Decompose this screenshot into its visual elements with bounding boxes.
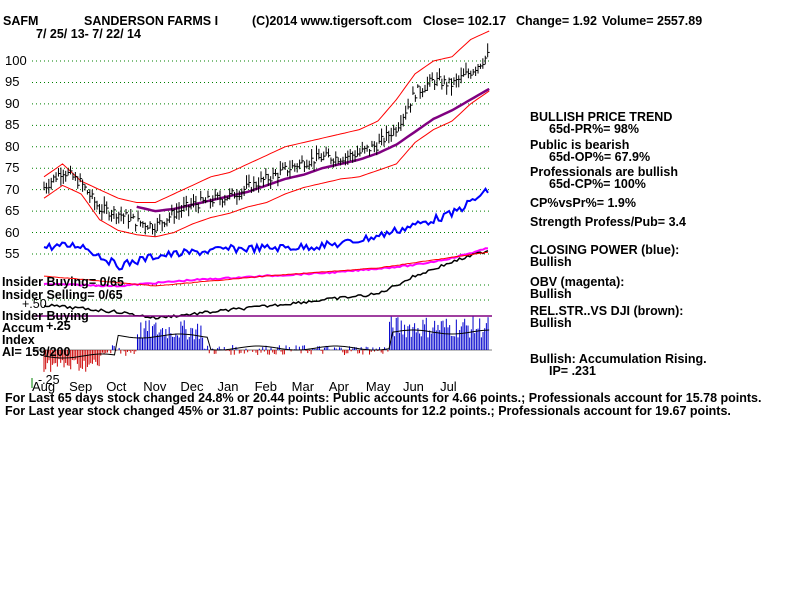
y-tick-label: 95 xyxy=(5,74,20,90)
footer-line-1: For Last 65 days stock changed 24.8% or … xyxy=(5,391,762,405)
company-name: SANDERSON FARMS I xyxy=(84,14,219,28)
y-tick-label: 100 xyxy=(5,53,27,68)
insider-buying-label: Insider Buying= 0/65 xyxy=(2,275,124,289)
price-bands xyxy=(43,30,490,238)
cp-value: 65d-CP%= 100% xyxy=(549,177,646,191)
accum-top-tick: +.25 xyxy=(46,319,71,333)
y-tick-label: 60 xyxy=(5,224,20,240)
y-tick-label: 65 xyxy=(5,203,20,219)
rel-str-line xyxy=(43,250,489,320)
op-value: 65d-OP%= 67.9% xyxy=(549,150,651,164)
strength-ratio: Strength Profess/Pub= 3.4 xyxy=(530,215,686,229)
x-tick-label: May xyxy=(365,379,391,394)
x-tick-label: Jul xyxy=(440,379,457,394)
copyright: (C)2014 www.tigersoft.com xyxy=(252,14,412,28)
x-tick-label: Jun xyxy=(402,379,424,394)
upper_band-line xyxy=(43,30,490,203)
footer-line-2: For Last year stock changed 45% or 31.87… xyxy=(5,404,731,418)
x-tick-label: Jan xyxy=(217,379,239,394)
x-tick-label: Aug xyxy=(32,379,56,394)
y-tick-label: 80 xyxy=(5,138,20,154)
pr-value: 65d-PR%= 98% xyxy=(549,122,639,136)
professionals-status: Professionals are bullish xyxy=(530,165,678,179)
y-tick-label: 90 xyxy=(5,95,20,111)
x-tick-label: Feb xyxy=(254,379,277,394)
date-range: 7/ 25/ 13- 7/ 22/ 14 xyxy=(36,27,141,41)
trend-heading: BULLISH PRICE TREND xyxy=(530,110,673,124)
close-value: Close= 102.17 xyxy=(423,14,507,28)
index-label: Index xyxy=(2,333,35,347)
relstr-label: REL.STR..VS DJI (brown): xyxy=(530,304,684,318)
ip-value: IP= .231 xyxy=(549,364,596,378)
x-tick-label: Oct xyxy=(106,379,127,394)
public-status: Public is bearish xyxy=(530,138,630,152)
y-tick-label: 70 xyxy=(5,181,20,197)
price-grid xyxy=(32,60,492,301)
lower_band-line xyxy=(43,90,490,238)
relstr-status: Bullish xyxy=(530,316,572,330)
x-tick-label: Nov xyxy=(143,379,167,394)
accum-ma-line xyxy=(43,329,490,359)
rel-str-ma xyxy=(43,251,489,287)
insider-buying-short: Insider Buying xyxy=(2,309,89,323)
accum-mid-tick: +.50 xyxy=(22,297,47,311)
x-tick-label: Apr xyxy=(328,379,349,394)
y-tick-label: 55 xyxy=(5,246,20,261)
insider-selling-label: Insider Selling= 0/65 xyxy=(2,288,123,302)
y-tick-label: 75 xyxy=(5,160,20,176)
accum-label: Accum xyxy=(2,321,44,335)
ticker: SAFM xyxy=(3,14,39,28)
y-tick-label: 85 xyxy=(5,117,20,133)
x-tick-label: Mar xyxy=(291,379,315,394)
ma_65-line xyxy=(136,87,490,213)
x-tick-label: Dec xyxy=(180,379,204,394)
change-value: Change= 1.92 xyxy=(516,14,597,28)
closing-power-line xyxy=(43,187,489,271)
ai-label: AI= 159/200 xyxy=(2,345,71,359)
price-bars xyxy=(43,43,490,237)
x-tick-label: Sep xyxy=(69,379,93,394)
accum-summary: Bullish: Accumulation Rising. xyxy=(530,352,707,366)
closing-power-status: Bullish xyxy=(530,255,572,269)
accumulation-histogram xyxy=(32,316,492,372)
cp-vs-pr: CP%vsPr%= 1.9% xyxy=(530,196,636,210)
volume-value: Volume= 2557.89 xyxy=(602,14,703,28)
obv-label: OBV (magenta): xyxy=(530,275,625,289)
indicator-lines xyxy=(43,187,489,320)
obv-status: Bullish xyxy=(530,287,572,301)
accum-bottom-tick: -.25 xyxy=(38,373,60,387)
closing-power-label: CLOSING POWER (blue): xyxy=(530,243,680,257)
